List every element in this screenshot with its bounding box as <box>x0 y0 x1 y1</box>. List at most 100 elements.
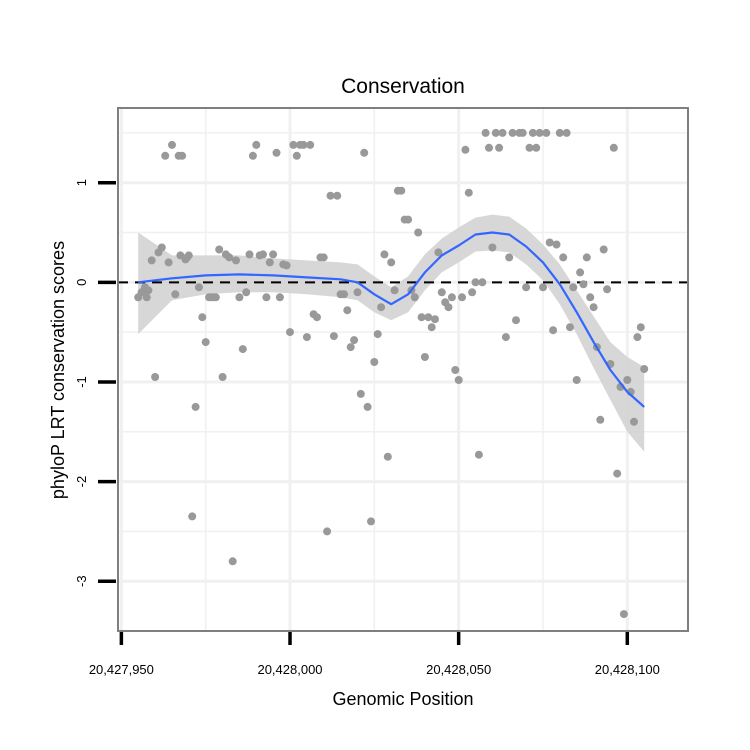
data-point <box>505 253 513 261</box>
data-point <box>478 278 486 286</box>
data-point <box>553 241 561 249</box>
data-point <box>340 290 348 298</box>
data-point <box>485 144 493 152</box>
y-tick-label: -1 <box>74 376 89 388</box>
data-point <box>384 453 392 461</box>
data-point <box>202 338 210 346</box>
data-point <box>188 512 196 520</box>
data-point <box>235 293 243 301</box>
data-point <box>461 146 469 154</box>
data-point <box>367 517 375 525</box>
data-point <box>451 366 459 374</box>
data-point <box>330 332 338 340</box>
data-point <box>293 152 301 160</box>
data-point <box>539 283 547 291</box>
data-point <box>613 470 621 478</box>
data-point <box>276 293 284 301</box>
data-point <box>488 244 496 252</box>
y-tick-label: -2 <box>74 476 89 488</box>
x-tick-label: 20,428,000 <box>257 662 322 677</box>
data-point <box>165 258 173 266</box>
data-point <box>269 250 277 258</box>
data-point <box>519 129 527 137</box>
data-point <box>161 152 169 160</box>
data-point <box>546 239 554 247</box>
data-point <box>411 293 419 301</box>
data-point <box>249 152 257 160</box>
chart-title: Conservation <box>341 75 465 98</box>
data-point <box>246 250 254 258</box>
data-point <box>512 316 520 324</box>
data-point <box>387 258 395 266</box>
data-point <box>158 244 166 252</box>
data-point <box>620 610 628 618</box>
y-axis-title: phyloP LRT conservation scores <box>48 241 68 499</box>
data-point <box>242 288 250 296</box>
data-point <box>590 303 598 311</box>
data-point <box>178 152 186 160</box>
data-point <box>259 250 267 258</box>
data-point <box>333 192 341 200</box>
data-point <box>455 376 463 384</box>
data-point <box>569 283 577 291</box>
data-point <box>283 261 291 269</box>
data-point <box>364 403 372 411</box>
x-tick-label: 20,428,100 <box>595 662 660 677</box>
data-point <box>144 286 152 294</box>
x-tick-label: 20,428,050 <box>426 662 491 677</box>
data-point <box>640 365 648 373</box>
plot-panel <box>118 108 688 631</box>
data-point <box>542 129 550 137</box>
data-point <box>532 144 540 152</box>
data-point <box>522 283 530 291</box>
data-point <box>414 229 422 237</box>
data-point <box>357 390 365 398</box>
data-point <box>475 451 483 459</box>
data-point <box>573 376 581 384</box>
data-point <box>495 144 503 152</box>
data-point <box>168 141 176 149</box>
data-point <box>563 129 571 137</box>
data-point <box>633 333 641 341</box>
data-point <box>370 358 378 366</box>
data-point <box>438 288 446 296</box>
data-point <box>239 345 247 353</box>
data-point <box>219 373 227 381</box>
data-point <box>286 328 294 336</box>
data-point <box>195 283 203 291</box>
data-point <box>586 293 594 301</box>
data-point <box>596 416 604 424</box>
data-point <box>637 323 645 331</box>
data-point <box>143 293 151 301</box>
x-tick-label: 20,427,950 <box>89 662 154 677</box>
data-point <box>448 293 456 301</box>
y-tick-label: 1 <box>74 179 89 186</box>
data-point <box>198 313 206 321</box>
data-point <box>468 288 476 296</box>
data-point <box>458 293 466 301</box>
data-point <box>509 129 517 137</box>
data-point <box>323 527 331 535</box>
data-point <box>502 333 510 341</box>
data-point <box>482 129 490 137</box>
data-point <box>215 246 223 254</box>
data-point <box>630 418 638 426</box>
data-point <box>252 141 260 149</box>
data-point <box>232 256 240 264</box>
data-point <box>350 336 358 344</box>
data-point <box>576 268 584 276</box>
data-point <box>623 376 631 384</box>
data-point <box>428 323 436 331</box>
data-point <box>600 246 608 254</box>
data-point <box>431 315 439 323</box>
data-point <box>499 129 507 137</box>
data-point <box>380 250 388 258</box>
y-tick-label: -3 <box>74 575 89 587</box>
data-point <box>559 253 567 261</box>
data-point <box>354 288 362 296</box>
data-point <box>262 293 270 301</box>
data-point <box>374 330 382 338</box>
data-point <box>343 306 351 314</box>
data-point <box>306 141 314 149</box>
